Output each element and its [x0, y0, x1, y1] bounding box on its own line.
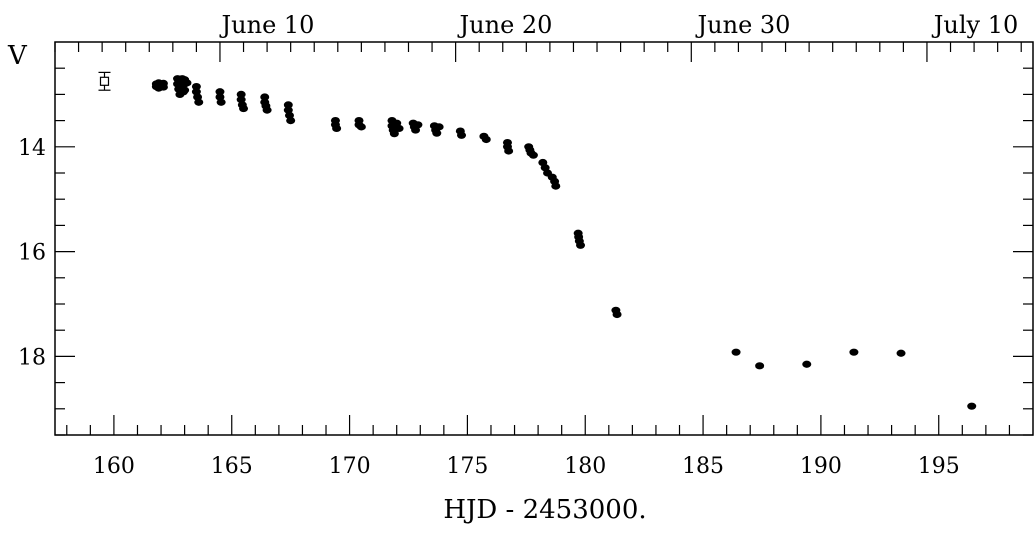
data-point [394, 124, 404, 133]
data-point [356, 123, 366, 131]
data-point [967, 402, 977, 410]
data-point [180, 86, 190, 94]
data-point [262, 106, 272, 114]
data-point [434, 123, 444, 131]
data-point [182, 79, 192, 87]
data-point [528, 151, 538, 159]
data-point [283, 101, 293, 109]
y-tick-label: 18 [18, 345, 46, 370]
data-point [216, 98, 226, 106]
data-point [551, 182, 561, 190]
data-point [194, 98, 204, 106]
data-point [849, 348, 859, 356]
x-tick-label: 190 [800, 454, 842, 479]
data-point [731, 348, 741, 356]
plot-frame [54, 41, 1034, 436]
x-axis-label: HJD - 2453000. [443, 495, 646, 525]
axis-ticks [54, 42, 1033, 436]
data-point [239, 104, 249, 113]
data-point [413, 121, 423, 129]
data-point [612, 310, 622, 319]
error-bar-marker [99, 76, 110, 86]
y-tick-labels: 14 16 18 [18, 136, 46, 371]
top-label-june-10: June 10 [219, 11, 315, 39]
data-point [389, 130, 399, 138]
data-point [457, 131, 467, 139]
data-point [481, 135, 491, 144]
top-label-june-20: June 20 [457, 11, 553, 39]
x-tick-label: 175 [446, 454, 488, 479]
top-label-june-30: June 30 [695, 11, 791, 39]
x-tick-label: 170 [329, 454, 371, 479]
x-tick-label: 185 [682, 454, 724, 479]
top-axis: June 10 June 20 June 30 July 10 [219, 11, 1019, 39]
x-tick-label: 165 [211, 454, 253, 479]
y-tick-label: 14 [18, 136, 46, 161]
error-bar-example [98, 71, 111, 91]
x-tick-label: 160 [93, 454, 135, 479]
x-tick-labels: 160 165 170 175 180 185 190 195 [93, 454, 960, 479]
data-point [236, 90, 246, 98]
y-axis-label: V [7, 41, 28, 71]
data-point [576, 241, 586, 249]
data-point [896, 349, 906, 357]
data-points [151, 75, 977, 410]
x-tick-label: 195 [918, 454, 960, 479]
data-point [215, 88, 225, 96]
x-tick-label: 180 [564, 454, 606, 479]
y-tick-label: 16 [18, 241, 46, 266]
data-point [802, 360, 812, 368]
data-point [755, 362, 765, 370]
data-point [332, 124, 342, 133]
data-point [504, 147, 514, 155]
data-point [286, 117, 296, 125]
data-point [260, 93, 270, 101]
data-point [432, 129, 442, 137]
data-point [158, 83, 168, 91]
top-label-july-10: July 10 [931, 11, 1018, 39]
data-point [191, 82, 201, 91]
